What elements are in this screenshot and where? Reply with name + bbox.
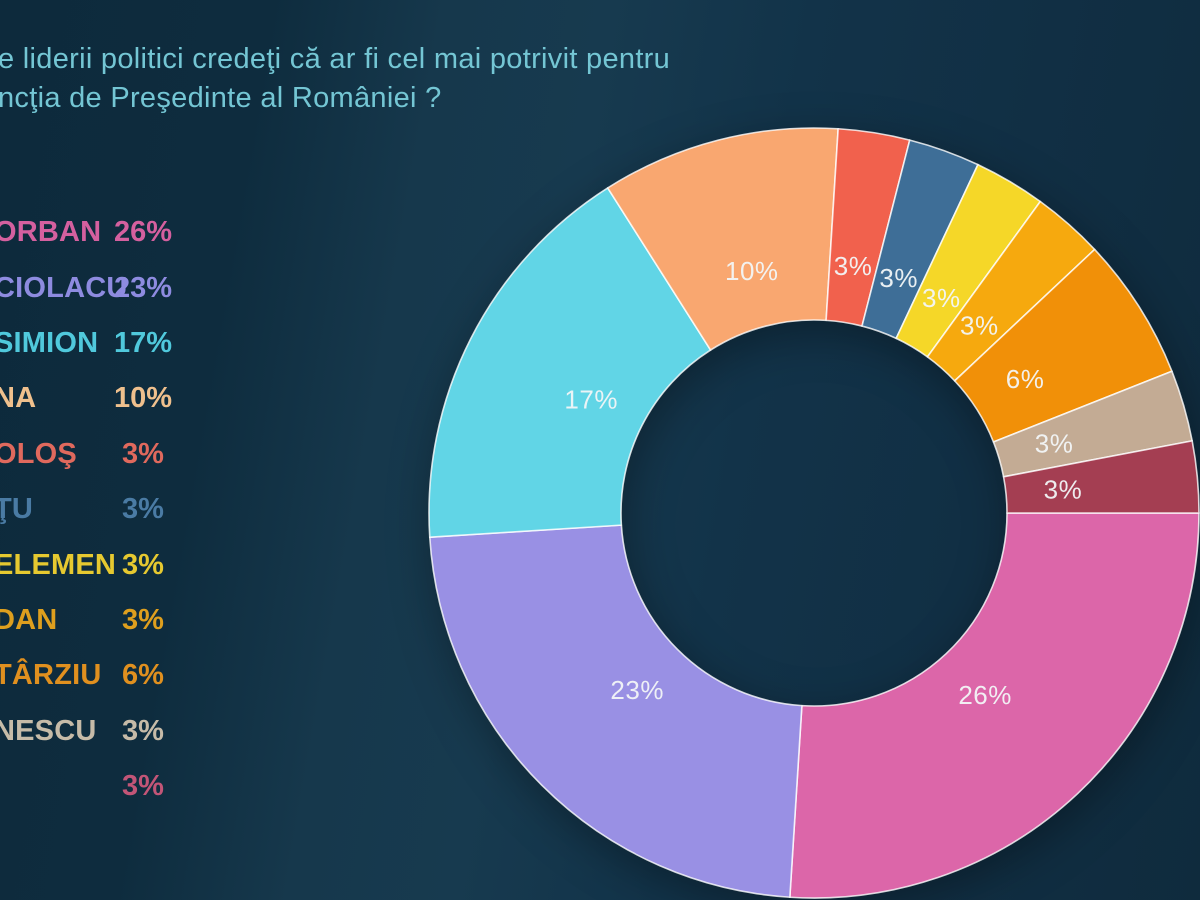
legend-item-orban: ORBAN 26% [0, 205, 174, 260]
donut-slice-label: 3% [879, 263, 918, 293]
donut-slice-label: 3% [1044, 475, 1083, 505]
chart-title-line2: ncţia de Preşedinte al României ? [0, 82, 442, 114]
legend-value: 26% [113, 216, 173, 249]
legend-item-simion: SIMION 17% [0, 316, 174, 371]
chart-title: e liderii politici credeţi că ar fi cel … [0, 40, 670, 118]
legend-label: TÂRZIU [0, 659, 102, 692]
legend-value: 3% [122, 493, 164, 526]
legend-item-târziu: TÂRZIU 6% [0, 648, 174, 703]
legend-label: ORBAN [0, 216, 102, 249]
legend-value: 3% [122, 548, 164, 581]
legend-label: ELEMEN [0, 548, 117, 581]
chart-title-line1: e liderii politici credeţi că ar fi cel … [0, 43, 671, 75]
legend-label: DAN [0, 603, 58, 636]
legend-value: 23% [113, 271, 173, 304]
donut-slice [1002, 440, 1200, 514]
donut-slice-label: 3% [1035, 428, 1074, 458]
legend-value: 3% [122, 603, 164, 636]
donut-slice-simion [428, 187, 712, 538]
donut-slice-label: 3% [960, 311, 999, 341]
legend-item-nescu: NESCU 3% [0, 704, 174, 759]
legend-item-ciolacu: CIOLACU 23% [0, 260, 174, 315]
donut-slice-label: 10% [725, 256, 779, 286]
legend-label: OLOŞ [0, 437, 77, 470]
legend-value: 3% [122, 770, 164, 803]
legend-label: NA [0, 382, 37, 415]
legend-value: 6% [122, 659, 164, 692]
donut-slice-label: 6% [1006, 364, 1045, 394]
donut-slice-label: 26% [958, 680, 1012, 710]
legend-value: 3% [122, 437, 164, 470]
legend-item-ţu: ŢU 3% [0, 482, 174, 537]
legend: ORBAN 26% CIOLACU 23% SIMION 17% NA 10% OLOŞ 3% ŢU… [0, 205, 174, 814]
donut-slice-ciolacu [428, 524, 803, 899]
legend-value: 10% [113, 382, 173, 415]
legend-label: NESCU [0, 714, 97, 747]
donut-slice-label: 17% [564, 385, 618, 415]
legend-item-na: NA 10% [0, 371, 174, 426]
donut-slice-orban [789, 512, 1200, 899]
legend-label: SIMION [0, 326, 99, 359]
legend-item: 3% [0, 759, 174, 814]
legend-label: CIOLACU [0, 271, 128, 304]
legend-item-elemen: ELEMEN 3% [0, 537, 174, 592]
legend-item-dan: DAN 3% [0, 593, 174, 648]
legend-label: ŢU [0, 493, 34, 526]
donut-slice-label: 3% [922, 283, 961, 313]
legend-value: 17% [113, 326, 173, 359]
legend-item-oloş: OLOŞ 3% [0, 427, 174, 482]
legend-value: 3% [122, 714, 164, 747]
donut-slice-label: 3% [834, 251, 873, 281]
donut-slice-label: 23% [610, 675, 664, 705]
